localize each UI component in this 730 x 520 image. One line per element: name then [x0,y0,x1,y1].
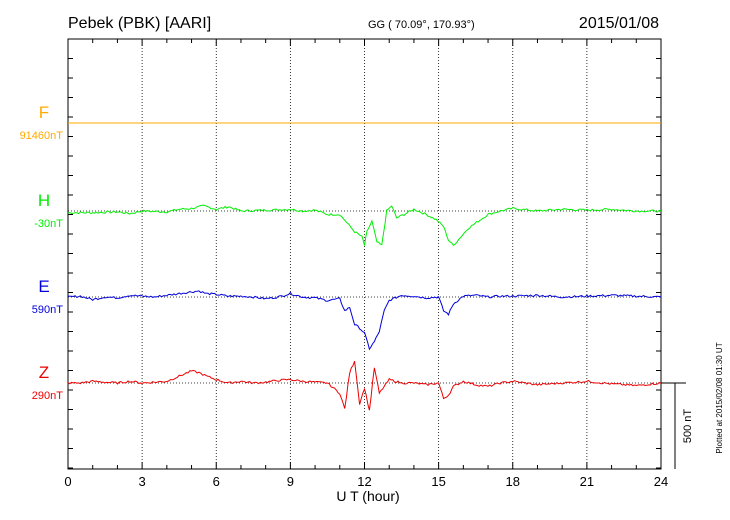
x-tick-label-15: 15 [431,474,445,489]
x-tick-label-3: 3 [139,474,146,489]
coordinates-label: GG ( 70.09°, 170.93°) [368,19,475,31]
axis-ticks [67,39,662,469]
scale-bar: 500 nT [661,382,694,469]
series-labels: F 91460nT H -30nT E 590nT Z 290nT [20,103,64,402]
x-tick-label-18: 18 [506,474,520,489]
series-line-H [67,204,662,246]
plot-frame [67,38,662,470]
x-axis-label: U T (hour) [336,488,399,504]
series-line-Z [67,361,662,411]
series-baseline-E: 590nT [32,304,63,316]
x-tick-label-6: 6 [213,474,220,489]
series-name-Z: Z [39,363,49,382]
series-name-F: F [39,103,49,122]
series-lines [67,122,662,411]
x-tick-label-0: 0 [64,474,71,489]
x-tick-label-24: 24 [654,474,668,489]
x-tick-labels: 0 3 6 9 12 15 18 21 24 [64,474,668,489]
x-tick-label-12: 12 [357,474,371,489]
station-title: Pebek (PBK) [AARI] [68,15,211,32]
series-name-H: H [38,191,50,210]
x-tick-label-21: 21 [580,474,594,489]
series-baseline-F: 91460nT [20,130,64,142]
plotted-timestamp: Plotted at 2015/02/08 01:30 UT [715,342,724,453]
series-name-E: E [38,277,49,296]
x-tick-label-9: 9 [287,474,294,489]
vertical-gridlines [141,39,588,469]
series-baseline-Z: 290nT [32,390,63,402]
date-label: 2015/01/08 [579,15,659,32]
scale-bar-label: 500 nT [682,409,694,444]
series-baseline-H: -30nT [34,218,63,230]
series-line-E [67,290,662,351]
